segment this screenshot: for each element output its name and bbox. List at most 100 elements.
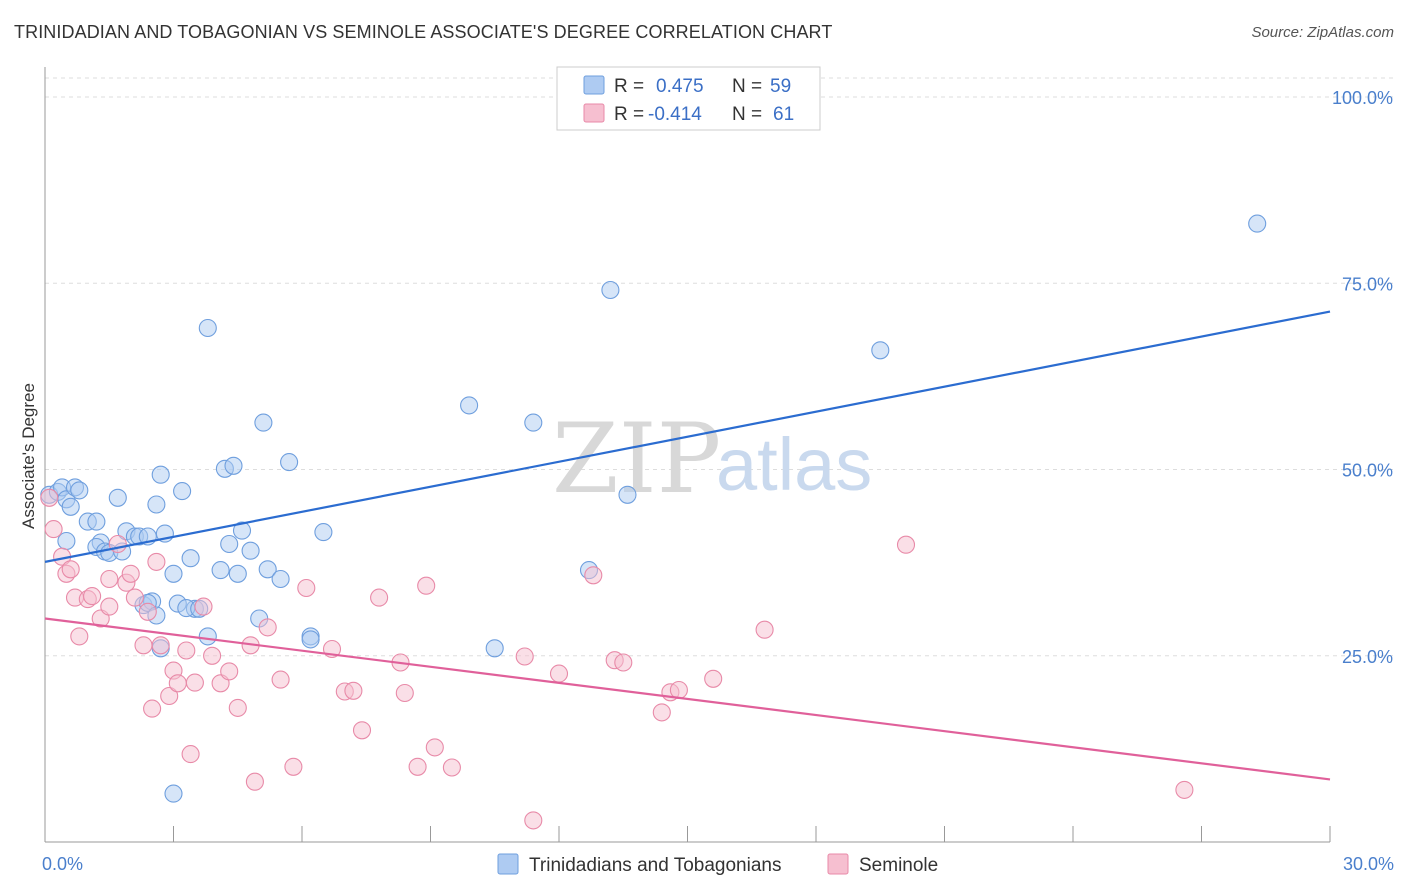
y-tick-label-0: 25.0% bbox=[1342, 647, 1393, 667]
point-blue-31 bbox=[181, 549, 200, 568]
point-pink-15 bbox=[125, 588, 144, 607]
point-blue-59 bbox=[871, 341, 890, 360]
point-pink-56 bbox=[669, 680, 688, 700]
point-blue-37 bbox=[211, 561, 230, 580]
y-tick-label-3: 100.0% bbox=[1332, 88, 1393, 108]
series-swatch-pink bbox=[827, 853, 849, 875]
point-pink-49 bbox=[515, 647, 534, 666]
point-pink-60 bbox=[896, 535, 916, 554]
point-pink-26 bbox=[185, 673, 204, 692]
point-pink-17 bbox=[138, 602, 157, 621]
watermark-atlas: atlas bbox=[716, 423, 872, 506]
point-pink-61 bbox=[1175, 780, 1194, 799]
point-blue-54 bbox=[485, 639, 504, 658]
point-blue-45 bbox=[258, 560, 277, 579]
point-pink-6 bbox=[70, 627, 89, 646]
point-blue-52 bbox=[164, 784, 183, 803]
x-tick-label-1: 30.0% bbox=[1343, 854, 1394, 874]
point-blue-43 bbox=[241, 541, 260, 560]
series-label-blue: Trinidadians and Tobagonians bbox=[529, 855, 781, 876]
point-blue-53 bbox=[460, 396, 479, 415]
point-pink-21 bbox=[160, 686, 179, 706]
point-pink-30 bbox=[220, 662, 239, 681]
point-pink-25 bbox=[181, 745, 200, 764]
point-pink-35 bbox=[271, 670, 290, 689]
legend-r-value-2: -0.414 bbox=[648, 104, 702, 125]
point-blue-41 bbox=[228, 564, 247, 583]
correlation-legend: R = 0.475 N = 59 R = -0.414 N = 61 bbox=[556, 66, 821, 131]
point-pink-19 bbox=[143, 699, 162, 718]
trend-line-blue bbox=[44, 310, 1331, 563]
point-blue-28 bbox=[164, 564, 183, 583]
legend-r-label-1: R = bbox=[614, 76, 644, 97]
point-blue-30 bbox=[173, 482, 192, 501]
point-pink-14 bbox=[121, 564, 140, 583]
point-pink-57 bbox=[652, 703, 671, 722]
point-blue-7 bbox=[57, 531, 76, 551]
legend-r-value-1: 0.475 bbox=[656, 76, 704, 97]
point-blue-55 bbox=[524, 413, 543, 432]
series-legend: Trinidadians and Tobagonians Seminole bbox=[497, 853, 938, 876]
point-pink-34 bbox=[258, 618, 277, 637]
point-pink-37 bbox=[297, 578, 316, 598]
point-pink-1 bbox=[44, 520, 63, 539]
point-pink-20 bbox=[151, 636, 170, 655]
point-blue-50 bbox=[301, 630, 320, 649]
point-blue-24 bbox=[151, 465, 170, 484]
watermark: ZIP atlas bbox=[552, 403, 872, 515]
point-pink-44 bbox=[395, 683, 414, 703]
ticks-layer: 25.0% 50.0% 75.0% 100.0% 0.0% 30.0% bbox=[42, 88, 1394, 874]
point-pink-52 bbox=[584, 566, 603, 585]
point-blue-35 bbox=[198, 627, 217, 646]
point-pink-41 bbox=[352, 721, 372, 740]
point-pink-10 bbox=[100, 597, 119, 616]
point-pink-58 bbox=[704, 669, 723, 688]
watermark-zip: ZIP bbox=[552, 403, 721, 515]
legend-n-value-2: 61 bbox=[773, 104, 794, 125]
point-blue-47 bbox=[271, 569, 290, 589]
y-axis-label: Associate's Degree bbox=[19, 383, 38, 529]
point-blue-40 bbox=[224, 456, 243, 475]
point-pink-54 bbox=[614, 653, 633, 672]
legend-swatch-blue bbox=[583, 75, 605, 95]
point-blue-9 bbox=[87, 512, 106, 531]
point-pink-28 bbox=[203, 646, 222, 665]
grid-layer bbox=[45, 77, 1395, 657]
point-pink-16 bbox=[134, 636, 153, 655]
point-pink-4 bbox=[61, 560, 80, 579]
legend-r-label-2: R = bbox=[614, 104, 644, 125]
point-pink-42 bbox=[370, 588, 389, 607]
series-label-pink: Seminole bbox=[859, 855, 938, 876]
point-blue-23 bbox=[147, 495, 166, 514]
point-pink-8 bbox=[83, 587, 102, 606]
point-pink-24 bbox=[177, 641, 196, 660]
point-blue-36 bbox=[198, 318, 217, 338]
point-blue-6 bbox=[70, 481, 89, 500]
point-pink-27 bbox=[194, 597, 213, 616]
point-pink-33 bbox=[245, 772, 264, 791]
legend-n-label-1: N = bbox=[732, 76, 762, 97]
point-blue-38 bbox=[220, 534, 239, 554]
point-blue-58 bbox=[618, 485, 637, 504]
point-pink-11 bbox=[100, 569, 119, 589]
point-pink-50 bbox=[524, 811, 543, 830]
legend-swatch-pink bbox=[583, 103, 605, 123]
point-pink-31 bbox=[228, 698, 247, 717]
point-pink-40 bbox=[344, 681, 363, 700]
point-blue-48 bbox=[280, 453, 299, 472]
point-blue-60 bbox=[1248, 214, 1267, 233]
point-blue-57 bbox=[601, 280, 620, 300]
point-blue-4 bbox=[61, 497, 80, 516]
points-layer bbox=[40, 214, 1267, 830]
point-pink-46 bbox=[417, 576, 436, 595]
legend-n-label-2: N = bbox=[732, 104, 762, 125]
y-tick-label-2: 75.0% bbox=[1342, 274, 1393, 294]
trend-line-pink bbox=[44, 617, 1331, 781]
point-blue-42 bbox=[232, 521, 252, 540]
source-label: Source: ZipAtlas.com bbox=[1251, 24, 1394, 41]
point-pink-51 bbox=[549, 664, 569, 683]
trend-layer bbox=[44, 310, 1331, 781]
point-blue-46 bbox=[254, 413, 273, 432]
point-pink-23 bbox=[168, 674, 187, 693]
